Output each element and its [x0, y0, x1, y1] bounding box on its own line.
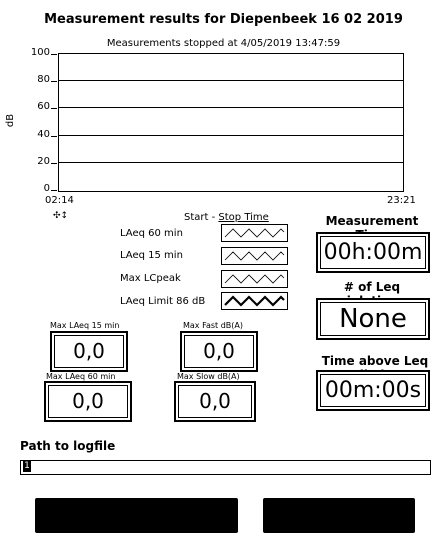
legend-label: LAeq 60 min [120, 228, 183, 239]
indicator-label: Max LAeq 60 min [46, 372, 116, 381]
y-tick-label: 0 [43, 183, 50, 194]
max-laeq15-display: 0,0 [50, 331, 128, 372]
max-slow-value: 0,0 [199, 389, 231, 413]
path-label: Path to logfile [20, 439, 116, 453]
logfile-path-input[interactable]: 1 [20, 460, 431, 475]
leq-violations-display: None [316, 298, 430, 340]
legend-swatch-lcpeak[interactable] [221, 270, 288, 288]
y-tick-label: 20 [37, 156, 50, 167]
measurement-time-display: 00h:00m [316, 232, 430, 273]
indicator-label: Max Fast dB(A) [183, 321, 243, 330]
legend-header: Start - Stop Time [184, 212, 269, 223]
indicator-label: Max Slow dB(A) [177, 372, 240, 381]
y-axis-label: dB [5, 113, 17, 128]
y-tick-mark [51, 81, 57, 82]
time-above-display: 00m:00s [316, 370, 430, 411]
legend-swatch-laeq15[interactable] [221, 247, 288, 265]
legend-label: LAeq Limit 86 dB [120, 296, 206, 307]
pan-icon[interactable]: ✣ [53, 211, 61, 221]
grid-line [59, 107, 403, 108]
legend-header-stop: Stop Time [218, 212, 269, 223]
indicator-label: Max LAeq 15 min [50, 321, 120, 330]
x-tick-label: 02:14 [45, 195, 74, 206]
browse-icon[interactable]: 1 [23, 461, 31, 472]
y-tick-mark [51, 108, 57, 109]
grid-line [59, 135, 403, 136]
leq-violations-value: None [339, 304, 407, 334]
time-above-value: 00m:00s [324, 378, 422, 403]
y-tick-label: 60 [37, 101, 50, 112]
y-tick-mark [51, 163, 57, 164]
grid-line [59, 80, 403, 81]
right-action-button[interactable] [263, 498, 415, 533]
measurement-time-value: 00h:00m [323, 240, 423, 265]
zoom-icon[interactable]: ↕ [60, 211, 69, 221]
y-tick-label: 80 [37, 74, 50, 85]
max-fast-display: 0,0 [180, 331, 258, 372]
legend-swatch-laeq60[interactable] [221, 224, 288, 242]
plot-area[interactable] [58, 53, 404, 192]
max-slow-display: 0,0 [174, 381, 256, 422]
legend-label: Max LCpeak [120, 273, 181, 284]
legend-label: LAeq 15 min [120, 250, 183, 261]
left-action-button[interactable] [35, 498, 238, 533]
graph-tools[interactable]: ✣↕ [53, 211, 68, 221]
status-subtitle: Measurements stopped at 4/05/2019 13:47:… [106, 38, 341, 49]
y-tick-label: 40 [37, 129, 50, 140]
max-laeq15-value: 0,0 [73, 339, 105, 363]
max-fast-value: 0,0 [203, 339, 235, 363]
legend-swatch-limit[interactable] [221, 292, 288, 310]
grid-line [59, 162, 403, 163]
max-laeq60-display: 0,0 [44, 381, 132, 422]
y-tick-mark [51, 136, 57, 137]
legend-header-start: Start - [184, 212, 219, 223]
y-tick-mark [51, 190, 57, 191]
y-tick-mark [51, 54, 57, 55]
y-tick-label: 100 [30, 47, 50, 58]
x-tick-label: 23:21 [387, 195, 416, 206]
max-laeq60-value: 0,0 [72, 389, 104, 413]
page-title: Measurement results for Diepenbeek 16 02… [44, 12, 403, 27]
